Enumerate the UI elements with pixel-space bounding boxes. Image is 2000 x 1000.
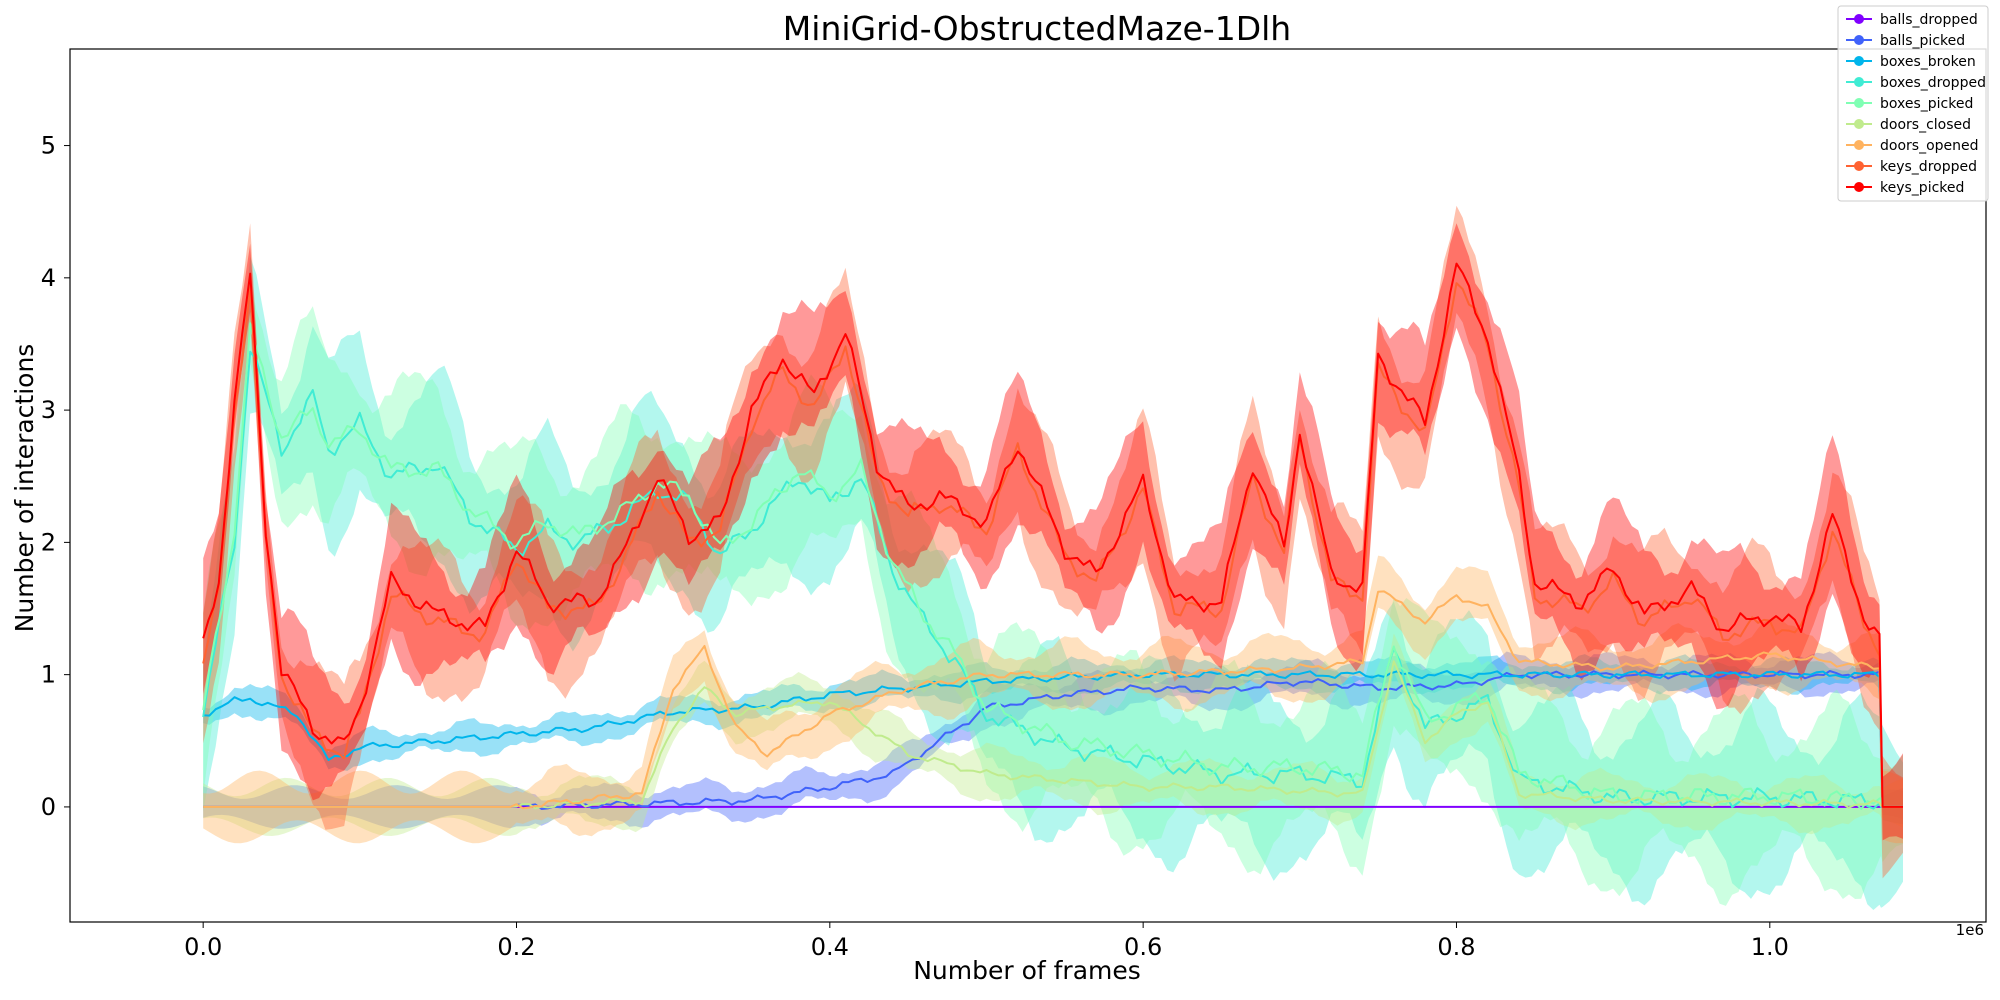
legend-marker-balls_dropped <box>1854 14 1864 24</box>
legend-label-boxes_dropped: boxes_dropped <box>1880 75 1986 91</box>
y-tick-label: 0 <box>41 793 56 821</box>
y-axis: 0 1 2 3 4 5 <box>41 132 70 821</box>
band-boxes_picked <box>203 276 1904 906</box>
legend-label-doors_opened: doors_opened <box>1880 138 1979 154</box>
x-axis: 0.0 0.2 0.4 0.6 0.8 1.0 <box>184 922 1789 961</box>
x-tick-label: 0.8 <box>1437 933 1475 961</box>
legend-box <box>1837 5 1989 202</box>
legend-marker-balls_picked <box>1854 35 1864 45</box>
legend-label-balls_dropped: balls_dropped <box>1880 12 1978 28</box>
series-line-boxes_broken <box>203 670 1903 808</box>
legend-marker-keys_picked <box>1854 182 1864 192</box>
series-lines <box>202 262 1903 810</box>
x-tick-label: 0.2 <box>497 933 535 961</box>
y-tick-label: 4 <box>41 264 56 292</box>
x-tick-label: 0.4 <box>811 933 849 961</box>
legend-marker-doors_closed <box>1854 119 1864 129</box>
y-axis-label: Number of interactions <box>10 344 39 633</box>
band-doors_opened <box>203 555 1904 844</box>
legend: balls_dropped balls_picked boxes_brokenbox… <box>1837 5 1989 202</box>
legend-marker-boxes_dropped <box>1854 77 1864 87</box>
x-tick-label: 0.6 <box>1124 933 1162 961</box>
band-boxes_dropped <box>203 256 1904 911</box>
plot-frame <box>69 48 1987 923</box>
band-boxes_broken <box>203 654 1904 825</box>
x-axis-offset-label: 1e6 <box>1956 921 1984 939</box>
series-line-keys_picked <box>202 262 1903 808</box>
x-tick-label: 1.0 <box>1751 933 1789 961</box>
series-line-doors_opened <box>203 590 1903 810</box>
series-line-boxes_dropped <box>202 350 1903 810</box>
series-line-boxes_picked <box>202 322 1903 810</box>
y-tick-label: 3 <box>41 396 56 424</box>
chart-title: MiniGrid-ObstructedMaze-1Dlh <box>783 9 1291 48</box>
legend-marker-keys_dropped <box>1854 161 1864 171</box>
legend-label-balls_picked: balls_picked <box>1880 33 1965 49</box>
y-tick-label: 2 <box>41 528 56 556</box>
legend-marker-doors_opened <box>1854 140 1864 150</box>
band-keys_dropped <box>203 205 1904 879</box>
x-tick-label: 0.0 <box>184 933 222 961</box>
legend-label-boxes_picked: boxes_picked <box>1880 96 1973 112</box>
legend-label-keys_picked: keys_picked <box>1880 180 1964 196</box>
legend-marker-boxes_broken <box>1854 56 1864 66</box>
y-tick-label: 1 <box>41 661 56 689</box>
x-axis-label: Number of frames <box>913 956 1141 985</box>
band-keys_picked <box>203 223 1904 841</box>
legend-label-boxes_broken: boxes_broken <box>1880 54 1976 70</box>
legend-marker-boxes_picked <box>1854 98 1864 108</box>
legend-label-doors_closed: doors_closed <box>1880 117 1971 133</box>
legend-label-keys_dropped: keys_dropped <box>1880 159 1977 175</box>
y-tick-label: 5 <box>41 132 56 160</box>
band-doors_closed <box>203 633 1904 836</box>
